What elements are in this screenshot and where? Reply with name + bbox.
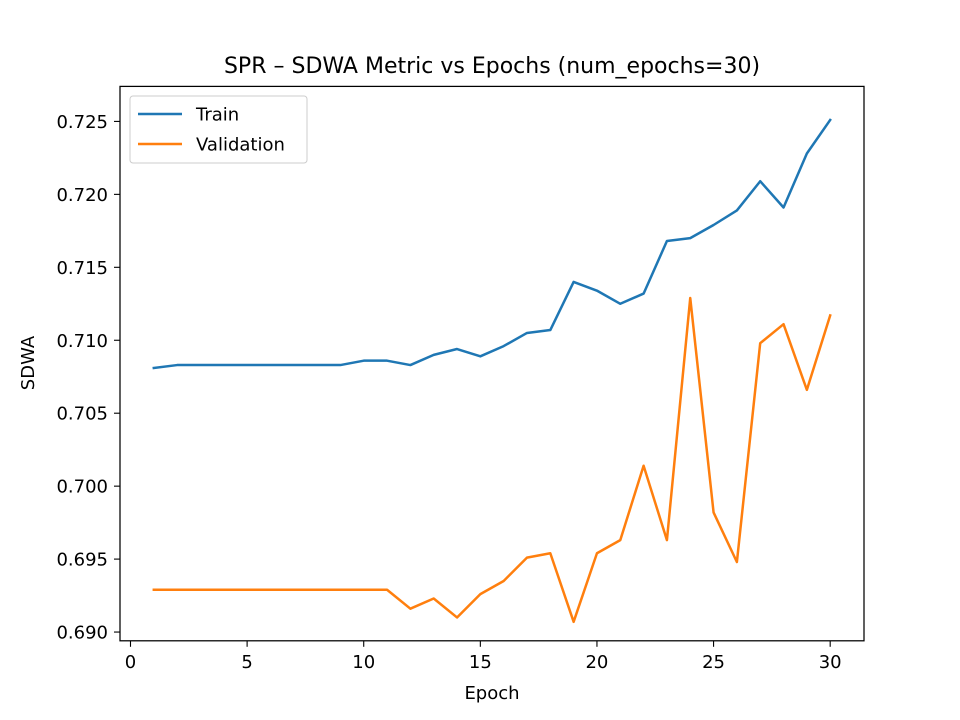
legend-label-train: Train [195, 105, 239, 126]
chart-title: SPR – SDWA Metric vs Epochs (num_epochs=… [224, 54, 760, 79]
x-axis-label: Epoch [464, 683, 519, 704]
y-tick-label: 0.705 [56, 404, 108, 425]
y-tick-label: 0.695 [56, 550, 108, 571]
series-layer [152, 118, 832, 624]
legend: Train Validation [129, 95, 308, 164]
y-tick-label: 0.690 [56, 623, 108, 644]
y-tick-label: 0.715 [56, 258, 108, 279]
plot-frame [119, 85, 865, 642]
legend-label-validation: Validation [196, 135, 285, 156]
series-line-validation [152, 296, 832, 624]
x-tick-label: 30 [819, 652, 842, 673]
x-tick-label: 0 [125, 652, 136, 673]
x-tick-label: 15 [469, 652, 492, 673]
x-axis-ticks: 0 5 10 15 20 25 30 [125, 640, 842, 673]
y-tick-label: 0.725 [56, 112, 108, 133]
y-tick-label: 0.720 [56, 185, 108, 206]
plot-background [120, 86, 864, 641]
series-line-train [152, 118, 832, 370]
x-tick-label: 20 [585, 652, 608, 673]
plot-area [120, 86, 864, 641]
y-tick-label: 0.700 [56, 477, 108, 498]
x-tick-label: 25 [702, 652, 725, 673]
y-tick-label: 0.710 [56, 331, 108, 352]
y-axis-ticks: 0.690 0.695 0.700 0.705 0.710 0.715 0.720 0.725 [56, 112, 120, 644]
x-tick-label: 5 [241, 652, 252, 673]
x-tick-label: 10 [352, 652, 375, 673]
y-axis-label: SDWA [18, 335, 39, 390]
